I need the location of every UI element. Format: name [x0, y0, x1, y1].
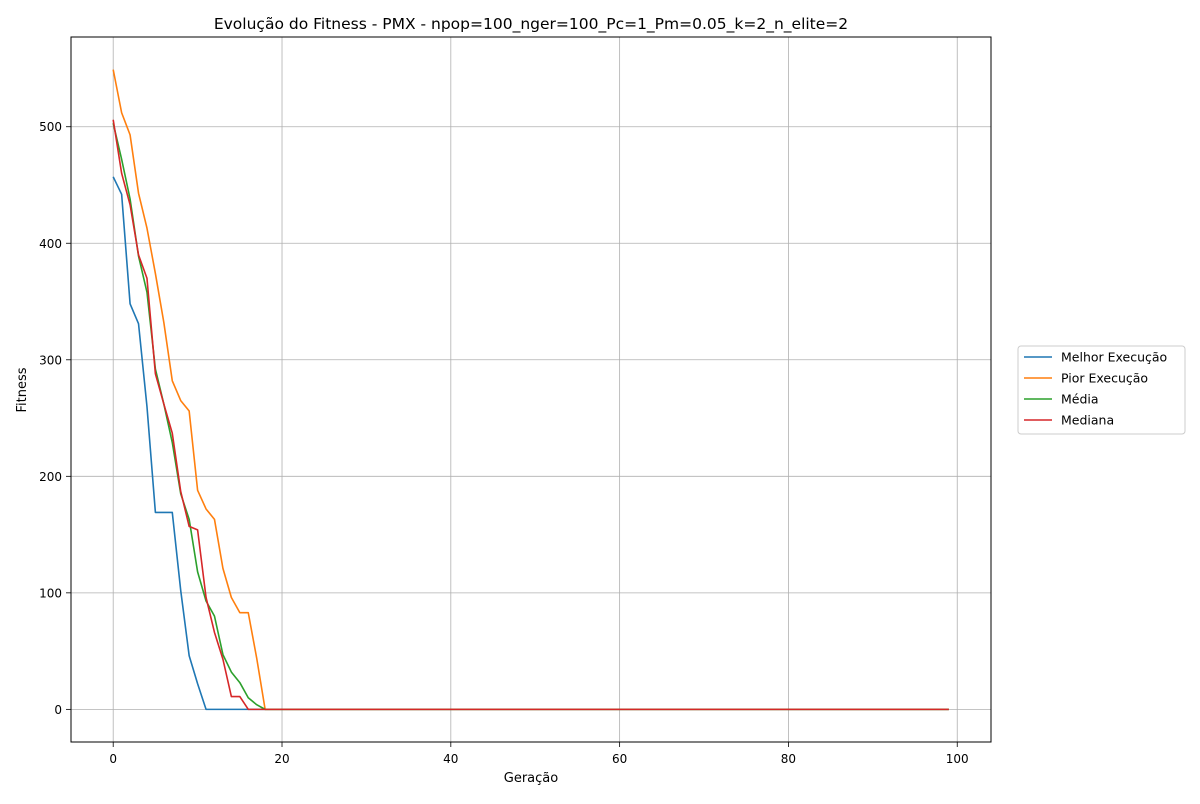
x-axis-label: Geração [504, 771, 558, 786]
legend-label: Pior Execução [1061, 371, 1148, 386]
series-line-1 [112, 176, 949, 711]
chart-title: Evolução do Fitness - PMX - npop=100_nge… [214, 15, 848, 34]
x-tick-label: 20 [274, 752, 289, 766]
legend-label: Média [1061, 392, 1099, 407]
x-tick-label: 80 [781, 752, 796, 766]
plot-area-frame [70, 36, 992, 743]
grid-lines [71, 37, 991, 742]
y-tick-label: 400 [39, 237, 62, 251]
y-tick-label: 500 [39, 120, 62, 134]
x-tick-label: 100 [946, 752, 969, 766]
series-line-3 [112, 123, 949, 711]
legend: Melhor Execução Pior Execução Média Mediana [1017, 345, 1186, 435]
y-tick-label: 100 [39, 586, 62, 600]
x-tick-label: 40 [443, 752, 458, 766]
series-line-4 [112, 119, 949, 711]
y-axis-label: Fitness [15, 367, 30, 412]
y-tick-label: 200 [39, 470, 62, 484]
x-axis-ticks: 0 20 40 60 80 100 [109, 742, 969, 766]
legend-label: Melhor Execução [1061, 350, 1167, 365]
y-axis-ticks: 0 100 200 300 400 500 [39, 120, 71, 717]
x-tick-label: 60 [612, 752, 627, 766]
legend-label: Mediana [1061, 413, 1114, 428]
y-tick-label: 300 [39, 353, 62, 367]
legend-box [1017, 345, 1186, 435]
x-tick-label: 0 [109, 752, 117, 766]
series-lines [112, 69, 949, 711]
series-line-2 [112, 69, 949, 711]
y-tick-label: 0 [54, 703, 62, 717]
